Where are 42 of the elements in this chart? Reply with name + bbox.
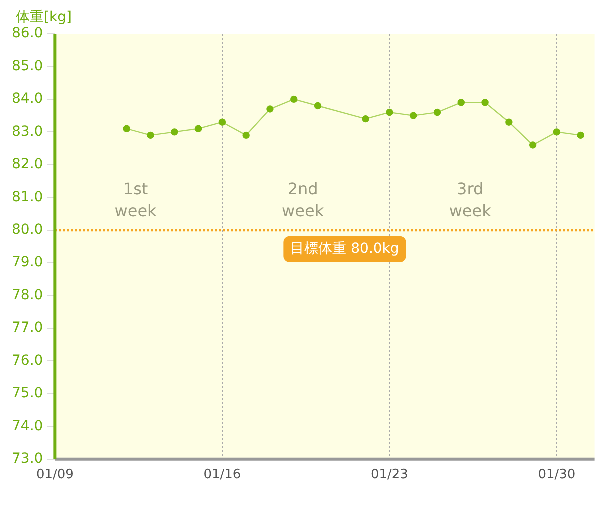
y-tick-label: 79.0 <box>12 254 44 271</box>
point <box>123 125 130 132</box>
point <box>290 96 298 104</box>
point <box>529 142 537 149</box>
annotation: 1st week <box>114 179 158 220</box>
ref-line-label: 目標体重 80.0kg <box>290 240 400 257</box>
y-tick-label: 75.0 <box>12 386 44 402</box>
y-tick-label: 74.0 <box>12 418 44 434</box>
point <box>171 128 178 136</box>
y-tick-label: 82.0 <box>12 156 44 173</box>
point <box>458 99 465 106</box>
y-axis-title: 体重[kg] <box>16 10 72 26</box>
y-tick-label: 81.0 <box>12 189 44 206</box>
x-tick-label: 01/16 <box>204 468 242 483</box>
y-tick-label: 86.0 <box>12 26 44 42</box>
x-tick-label: 01/09 <box>36 468 74 483</box>
point <box>314 102 322 110</box>
point <box>410 112 418 120</box>
point <box>242 132 250 140</box>
annotation: 2nd week <box>282 179 325 220</box>
point <box>266 106 274 113</box>
point <box>386 108 394 116</box>
y-tick-label: 85.0 <box>12 58 44 74</box>
x-tick-label: 01/30 <box>538 468 576 483</box>
y-tick-label: 76.0 <box>12 352 44 369</box>
y-tick-label: 80.0 <box>12 222 44 238</box>
point <box>434 108 442 116</box>
point <box>218 118 226 126</box>
x-tick-label: 01/23 <box>370 468 408 483</box>
y-tick-label: 77.0 <box>12 320 44 336</box>
y-tick-label: 84.0 <box>12 91 44 108</box>
point <box>147 132 154 140</box>
point <box>482 99 489 106</box>
y-tick-label: 83.0 <box>12 124 44 140</box>
point <box>362 115 370 123</box>
y-tick-label: 73.0 <box>12 451 44 468</box>
point <box>553 128 561 136</box>
point <box>194 125 202 132</box>
annotation: 3rd week <box>449 179 492 220</box>
point <box>577 132 584 140</box>
point <box>506 118 513 126</box>
y-tick-label: 78.0 <box>12 287 44 304</box>
